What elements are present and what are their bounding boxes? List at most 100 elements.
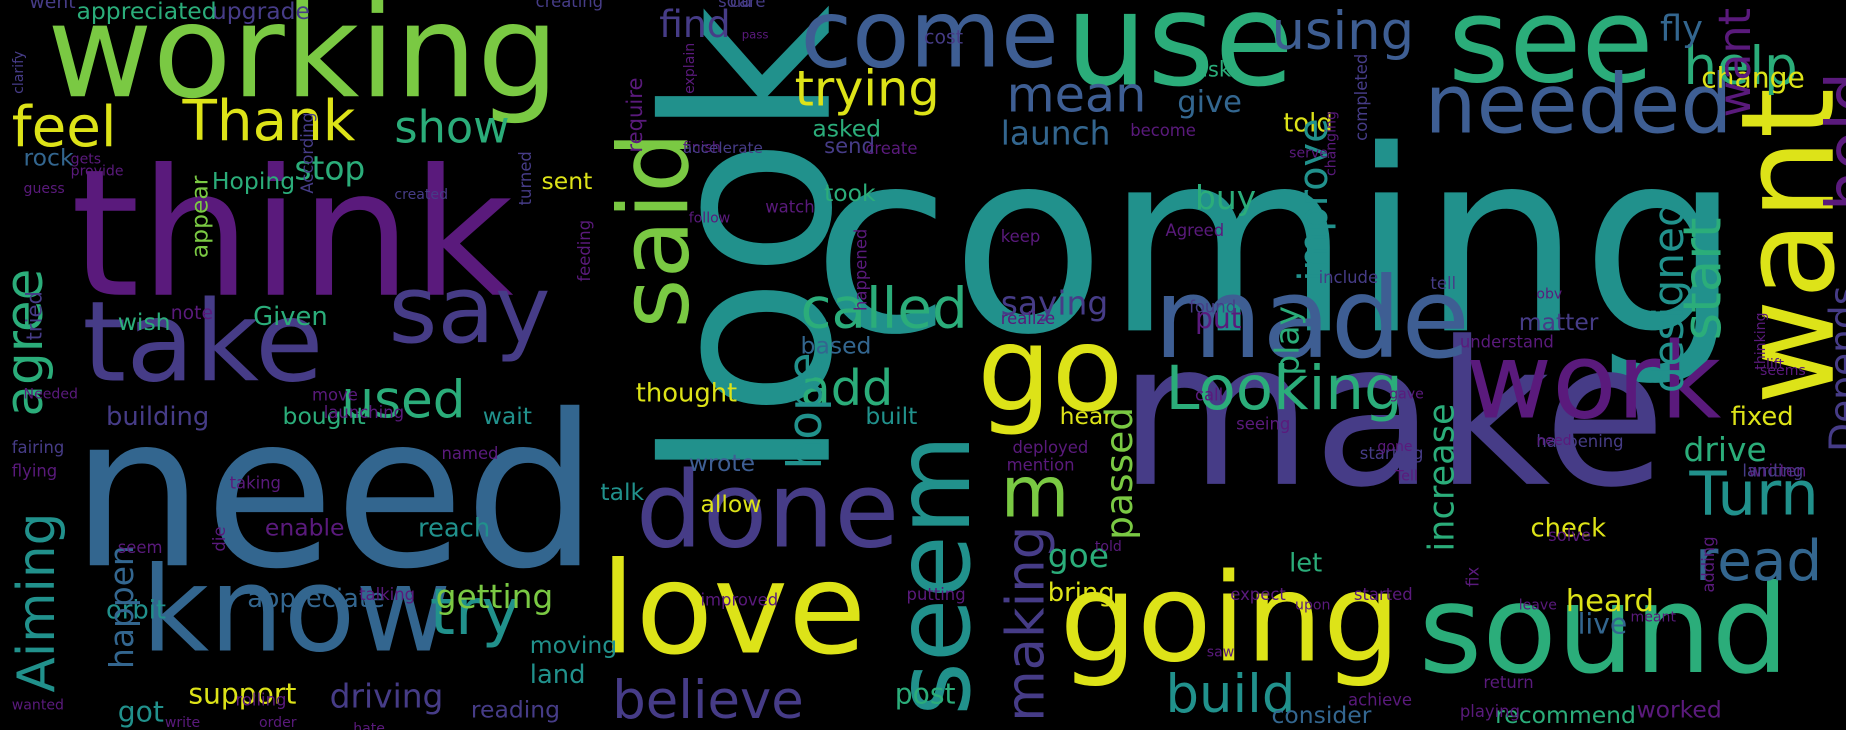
word-cloud-word: tell	[1430, 273, 1457, 293]
word-cloud-word: needed	[1424, 57, 1733, 153]
word-cloud-word: m	[1000, 451, 1070, 534]
word-cloud-word: flying	[11, 461, 58, 481]
word-cloud-word: know	[141, 541, 452, 679]
word-cloud-word: Turn	[1689, 458, 1819, 530]
word-cloud-word: named	[441, 443, 499, 463]
word-cloud-word: obv	[1536, 286, 1563, 303]
word-cloud-word: keep	[1000, 226, 1041, 246]
word-cloud-word: told	[1094, 538, 1122, 555]
word-cloud-word: achieve	[1348, 690, 1413, 710]
word-cloud-word: follow	[688, 210, 731, 227]
word-cloud-word: used	[341, 370, 466, 431]
word-cloud-word: order	[259, 714, 297, 731]
word-cloud-word: landing	[1742, 461, 1804, 481]
word-cloud-word: coming	[812, 96, 1742, 391]
word-cloud-word: making	[995, 525, 1057, 722]
word-cloud-word: happening	[1536, 432, 1624, 452]
word-cloud-word: goe	[1047, 535, 1109, 575]
word-cloud-word: talk	[600, 478, 645, 507]
word-cloud-word: go	[977, 301, 1124, 439]
word-cloud-word: seems	[1760, 362, 1806, 379]
word-cloud-word: adding	[1699, 536, 1719, 593]
word-cloud-word: guess	[23, 180, 65, 197]
word-cloud-word: feel	[11, 94, 117, 160]
word-cloud-word: passed	[1096, 406, 1141, 540]
word-cloud-word: sent	[541, 167, 593, 196]
word-cloud-word: make	[1118, 299, 1667, 532]
word-cloud-word: based	[800, 331, 872, 360]
word-cloud-word: live	[1577, 607, 1628, 641]
word-cloud-word: appear	[185, 175, 214, 259]
word-cloud-word: stop	[294, 148, 366, 188]
word-cloud-word: upon	[1295, 597, 1331, 614]
word-cloud-word: explain	[681, 42, 698, 94]
word-cloud-word: putting	[906, 584, 966, 604]
word-cloud-word: pass	[741, 27, 769, 42]
word-cloud-word: mention	[1006, 455, 1075, 475]
word-cloud-word: orbit	[105, 595, 167, 626]
word-cloud-word: mean	[1006, 65, 1147, 124]
word-cloud-word: include	[1318, 267, 1379, 287]
image-frame-bottom	[0, 730, 1861, 738]
word-cloud-word: ask	[1194, 56, 1232, 82]
word-cloud-word: understand	[1459, 332, 1554, 352]
word-cloud-word: die	[209, 526, 229, 552]
word-cloud-word: love	[600, 534, 867, 683]
word-cloud-word: leave	[1518, 597, 1557, 614]
word-cloud-word: gave	[1389, 386, 1424, 403]
word-cloud-word: reach	[417, 513, 491, 544]
image-frame-right	[1846, 0, 1861, 738]
word-cloud-word: watch	[765, 197, 815, 217]
word-cloud-word: recommend	[1495, 701, 1636, 730]
word-cloud-word: written	[1748, 461, 1807, 481]
word-cloud-word: Tell	[1395, 468, 1418, 485]
word-cloud-word: seeing	[1236, 414, 1291, 434]
word-cloud-word: Needed	[23, 386, 78, 403]
word-cloud-word: told	[1283, 108, 1333, 139]
word-cloud-word: sold	[718, 0, 752, 12]
word-cloud-word: give	[1177, 85, 1242, 121]
word-cloud-word: change	[1701, 61, 1805, 95]
word-cloud-word: taking	[229, 473, 281, 493]
word-cloud-word: turned	[516, 151, 536, 206]
word-cloud-word: Given	[253, 302, 328, 333]
word-cloud-word: want	[1708, 7, 1761, 118]
word-cloud-word: work	[1465, 319, 1722, 443]
word-cloud-word: believe	[612, 669, 804, 731]
word-cloud-word: create	[865, 138, 918, 158]
word-cloud-word: build	[1165, 663, 1296, 725]
word-cloud-word: wrote	[688, 448, 756, 477]
word-cloud-word: become	[1130, 121, 1196, 141]
word-cloud-word: building	[105, 401, 210, 432]
word-cloud-word: moving	[529, 630, 618, 659]
word-cloud-word: think	[70, 131, 514, 337]
word-cloud-word: wish	[117, 308, 171, 337]
word-cloud-word: land	[529, 660, 586, 691]
word-cloud-word: provide	[70, 163, 124, 180]
word-cloud-word: fairing	[11, 438, 65, 458]
word-cloud-word: need	[1536, 433, 1572, 450]
word-cloud-word: asked	[812, 114, 882, 143]
word-cloud-word: fixed	[1730, 401, 1794, 432]
word-cloud-word: post	[894, 677, 956, 711]
word-cloud-word: come	[800, 0, 1059, 90]
word-cloud-word: rolling	[235, 690, 287, 710]
word-cloud-word: call	[1194, 385, 1224, 405]
word-cloud-word: support	[188, 677, 297, 711]
word-cloud-word: Looking	[1165, 352, 1403, 424]
word-cloud-word: creating	[535, 0, 604, 12]
word-cloud-word: fly	[1659, 8, 1703, 50]
word-cloud-word: said	[598, 131, 711, 329]
word-cloud-word: seem	[117, 537, 163, 557]
word-cloud-word: According	[298, 112, 318, 194]
word-cloud-word: consider	[1271, 701, 1372, 730]
word-cloud-word: play	[1267, 305, 1307, 376]
word-cloud-word: require	[621, 77, 647, 153]
word-cloud-word: designed	[1644, 200, 1694, 394]
word-cloud-word: send	[824, 132, 875, 158]
word-cloud-word: hope	[777, 352, 833, 470]
word-cloud-word: solve	[1548, 526, 1592, 546]
word-cloud-word: trying	[794, 59, 940, 118]
word-cloud-word: driving	[329, 676, 444, 716]
